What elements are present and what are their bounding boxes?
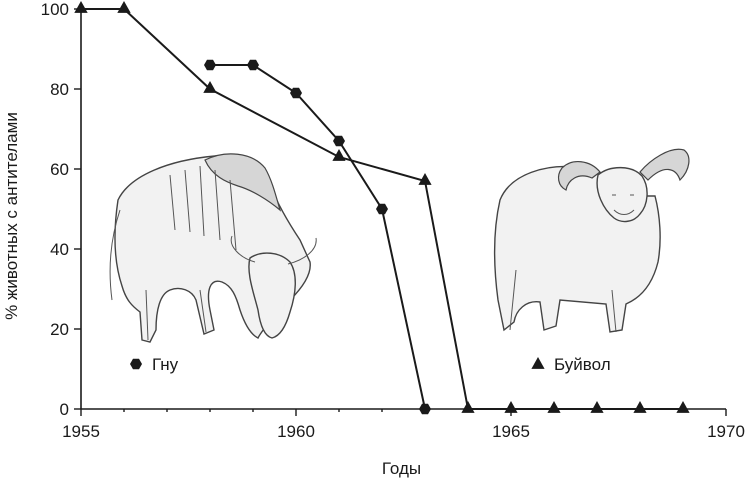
data-point-wildebeest (376, 203, 388, 215)
data-point-buffalo (332, 149, 346, 161)
data-point-wildebeest (333, 135, 345, 147)
legend-triangle-marker (531, 357, 545, 369)
data-point-wildebeest (204, 59, 216, 71)
legend-hexagon-marker (130, 358, 142, 370)
data-point-buffalo (676, 401, 690, 413)
y-tick-label: 80 (50, 80, 69, 99)
y-tick-label: 100 (41, 0, 69, 19)
y-axis-title: % животных с антителами (2, 112, 21, 320)
legend-buffalo-label: Буйвол (554, 355, 611, 374)
series-wildebeest (204, 59, 431, 415)
y-tick-label: 20 (50, 320, 69, 339)
data-point-buffalo (504, 401, 518, 413)
x-tick-label: 1970 (707, 422, 745, 441)
x-tick-label: 1955 (62, 422, 100, 441)
y-tick-label: 60 (50, 160, 69, 179)
series-layer (74, 1, 690, 415)
y-tick-label: 0 (60, 400, 69, 419)
data-point-buffalo (633, 401, 647, 413)
x-tick-label: 1965 (492, 422, 530, 441)
y-tick-label: 40 (50, 240, 69, 259)
y-axis-ticks: 0 20 40 60 80 100 (41, 0, 81, 419)
legend-buffalo: Буйвол (531, 355, 611, 374)
x-tick-label: 1960 (277, 422, 315, 441)
x-axis-ticks: 1955 1960 1965 1970 (62, 409, 745, 441)
legend-wildebeest: Гну (130, 355, 179, 374)
legend-wildebeest-label: Гну (152, 355, 179, 374)
data-point-buffalo (117, 1, 131, 13)
data-point-buffalo (461, 401, 475, 413)
series-line-wildebeest (210, 64, 426, 410)
series-buffalo (74, 1, 690, 413)
data-point-buffalo (590, 401, 604, 413)
x-axis-title: Годы (382, 459, 421, 478)
wildebeest-illustration (109, 153, 317, 343)
buffalo-illustration (493, 148, 690, 333)
data-point-buffalo (203, 81, 217, 93)
data-point-wildebeest (247, 59, 259, 71)
data-point-wildebeest (419, 403, 431, 415)
data-point-buffalo (74, 1, 88, 13)
data-point-buffalo (547, 401, 561, 413)
data-point-wildebeest (290, 87, 302, 99)
data-point-buffalo (418, 173, 432, 185)
